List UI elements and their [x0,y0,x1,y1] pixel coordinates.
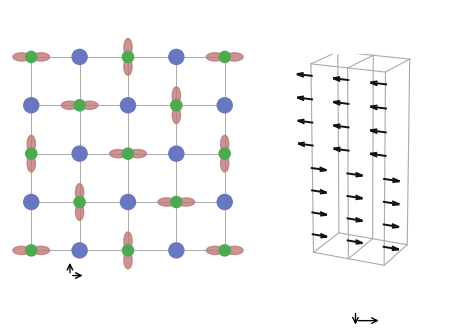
Circle shape [72,242,88,259]
Ellipse shape [129,150,146,158]
Circle shape [73,99,86,112]
Ellipse shape [206,246,224,255]
Circle shape [23,97,39,114]
Circle shape [217,194,233,210]
Circle shape [168,49,184,65]
Ellipse shape [226,53,243,61]
Ellipse shape [172,106,181,124]
Ellipse shape [81,101,98,109]
Circle shape [168,145,184,162]
Circle shape [73,196,86,208]
Circle shape [219,51,231,63]
Circle shape [170,196,182,208]
Ellipse shape [220,155,229,172]
Ellipse shape [32,53,50,61]
Circle shape [217,97,233,114]
Ellipse shape [206,53,224,61]
Ellipse shape [13,53,30,61]
Ellipse shape [13,246,30,255]
Circle shape [219,244,231,257]
Ellipse shape [109,150,127,158]
Ellipse shape [158,198,175,206]
Circle shape [122,147,134,160]
Ellipse shape [226,246,243,255]
Circle shape [25,51,37,63]
Ellipse shape [61,101,79,109]
Ellipse shape [32,246,50,255]
Circle shape [168,242,184,259]
Ellipse shape [172,87,181,104]
Circle shape [170,99,182,112]
Ellipse shape [75,184,84,201]
Circle shape [120,194,136,210]
Circle shape [25,244,37,257]
Ellipse shape [27,135,36,153]
Ellipse shape [124,58,132,75]
Ellipse shape [177,198,195,206]
Ellipse shape [124,38,132,56]
Circle shape [219,147,231,160]
Ellipse shape [124,252,132,269]
Ellipse shape [220,135,229,153]
Circle shape [122,244,134,257]
Ellipse shape [75,203,84,220]
Circle shape [23,194,39,210]
Ellipse shape [27,155,36,172]
Circle shape [72,145,88,162]
Circle shape [72,49,88,65]
Circle shape [122,51,134,63]
Circle shape [120,97,136,114]
Circle shape [25,147,37,160]
Ellipse shape [124,232,132,249]
